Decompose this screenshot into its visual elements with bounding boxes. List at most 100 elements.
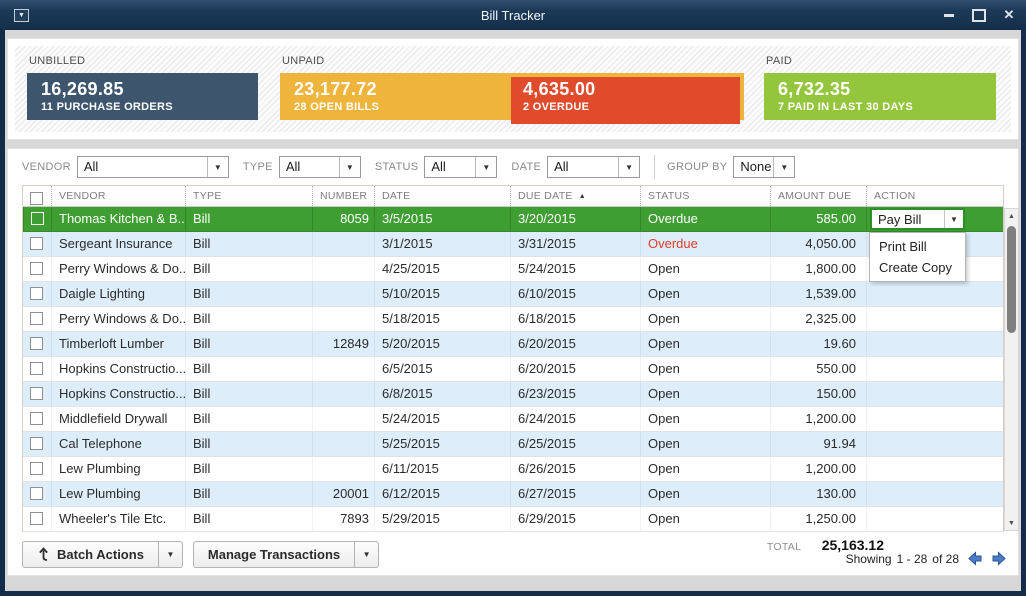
cell-amount-due: 4,050.00: [770, 232, 866, 256]
row-checkbox-cell[interactable]: [23, 232, 51, 256]
select-all-checkbox[interactable]: [30, 192, 43, 205]
row-checkbox[interactable]: [30, 412, 43, 425]
row-checkbox[interactable]: [30, 437, 43, 450]
status-filter-dropdown[interactable]: All ▼: [424, 156, 498, 178]
row-checkbox[interactable]: [30, 287, 43, 300]
row-checkbox[interactable]: [31, 212, 44, 225]
cell-action: [866, 432, 967, 456]
maximize-button[interactable]: [972, 8, 986, 22]
cell-number: 7893: [312, 507, 374, 531]
table-row[interactable]: Hopkins Constructio... Bill 6/5/2015 6/20/2…: [23, 357, 1003, 382]
cell-amount-due: 1,800.00: [770, 257, 866, 281]
titlebar[interactable]: ▼ Bill Tracker ✕: [0, 0, 1026, 30]
cell-due-date: 6/27/2015: [510, 482, 640, 506]
row-checkbox[interactable]: [30, 387, 43, 400]
cell-type: Bill: [185, 307, 312, 331]
row-checkbox-cell[interactable]: [23, 332, 51, 356]
pay-bill-dropdown[interactable]: Pay Bill ▼: [870, 208, 965, 230]
cell-due-date: 3/31/2015: [510, 232, 640, 256]
cell-due-date: 6/26/2015: [510, 457, 640, 481]
select-all-cell[interactable]: [23, 186, 51, 206]
next-page-icon[interactable]: [991, 551, 1007, 566]
row-checkbox[interactable]: [30, 237, 43, 250]
cell-status: Open: [640, 407, 770, 431]
manage-transactions-dropdown-icon[interactable]: ▼: [355, 541, 380, 568]
row-checkbox-cell[interactable]: [23, 207, 51, 231]
vendor-filter-dropdown[interactable]: All ▼: [76, 156, 229, 178]
vertical-scrollbar[interactable]: ▲ ▼: [1004, 208, 1019, 531]
row-checkbox[interactable]: [30, 262, 43, 275]
table-row[interactable]: Timberloft Lumber Bill 12849 5/20/2015 6/20/…: [23, 332, 1003, 357]
chevron-down-icon[interactable]: ▼: [206, 157, 228, 177]
row-checkbox-cell[interactable]: [23, 357, 51, 381]
column-header-action[interactable]: ACTION: [866, 186, 967, 206]
unpaid-tile[interactable]: 23,177.72 28 OPEN BILLS 4,635.00 2 OVERD…: [280, 73, 744, 124]
table-row[interactable]: Perry Windows & Do... Bill 5/18/2015 6/18/2…: [23, 307, 1003, 332]
minimize-button[interactable]: [942, 8, 956, 22]
cell-action: [866, 507, 967, 531]
row-checkbox[interactable]: [30, 512, 43, 525]
row-checkbox[interactable]: [30, 312, 43, 325]
main-panel: VENDOR All ▼ TYPE All ▼ STATUS All ▼ DAT…: [7, 148, 1019, 576]
row-checkbox[interactable]: [30, 462, 43, 475]
table-row[interactable]: Hopkins Constructio... Bill 6/8/2015 6/23/2…: [23, 382, 1003, 407]
type-filter-label: TYPE: [242, 161, 273, 173]
chevron-down-icon[interactable]: ▼: [338, 157, 360, 177]
previous-page-icon[interactable]: [967, 551, 983, 566]
table-row[interactable]: Middlefield Drywall Bill 5/24/2015 6/24/201…: [23, 407, 1003, 432]
column-header-due-date[interactable]: DUE DATE ▲: [510, 186, 640, 206]
cell-status: Open: [640, 282, 770, 306]
cell-amount-due: 585.00: [770, 207, 866, 231]
table-row[interactable]: Cal Telephone Bill 5/25/2015 6/25/2015 Open 9…: [23, 432, 1003, 457]
table-row[interactable]: Lew Plumbing Bill 20001 6/12/2015 6/27/2015 O…: [23, 482, 1003, 507]
column-header-vendor[interactable]: VENDOR: [51, 186, 185, 206]
scroll-down-icon[interactable]: ▼: [1008, 519, 1015, 527]
date-filter-dropdown[interactable]: All ▼: [547, 156, 641, 178]
column-header-amount-due[interactable]: AMOUNT DUE: [770, 186, 866, 206]
table-row[interactable]: Daigle Lighting Bill 5/10/2015 6/10/2015 Ope…: [23, 282, 1003, 307]
row-checkbox-cell[interactable]: [23, 257, 51, 281]
paid-tile[interactable]: 6,732.35 7 PAID IN LAST 30 DAYS: [764, 73, 996, 120]
row-checkbox-cell[interactable]: [23, 432, 51, 456]
window-title: Bill Tracker: [480, 7, 546, 23]
row-checkbox-cell[interactable]: [23, 407, 51, 431]
scroll-up-icon[interactable]: ▲: [1008, 212, 1015, 220]
cell-type: Bill: [185, 332, 312, 356]
unbilled-tile[interactable]: 16,269.85 11 PURCHASE ORDERS: [27, 73, 258, 120]
group-by-dropdown[interactable]: None ▼: [733, 156, 796, 178]
cell-status: Open: [640, 457, 770, 481]
cell-number: [312, 232, 374, 256]
row-checkbox-cell[interactable]: [23, 507, 51, 531]
chevron-down-icon[interactable]: ▼: [618, 157, 640, 177]
row-checkbox-cell[interactable]: [23, 382, 51, 406]
chevron-down-icon[interactable]: ▼: [944, 210, 963, 228]
row-checkbox[interactable]: [30, 487, 43, 500]
row-checkbox-cell[interactable]: [23, 282, 51, 306]
chevron-down-icon[interactable]: ▼: [475, 157, 497, 177]
table-row[interactable]: Sergeant Insurance Bill 3/1/2015 3/31/2015 O…: [23, 232, 1003, 257]
row-checkbox-cell[interactable]: [23, 307, 51, 331]
column-header-date[interactable]: DATE: [374, 186, 510, 206]
row-checkbox-cell[interactable]: [23, 482, 51, 506]
type-filter-dropdown[interactable]: All ▼: [278, 156, 361, 178]
table-row[interactable]: Wheeler's Tile Etc. Bill 7893 5/29/2015 6/29…: [23, 507, 1003, 532]
row-checkbox[interactable]: [30, 362, 43, 375]
overdue-tile[interactable]: 4,635.00 2 OVERDUE: [511, 77, 740, 124]
close-button[interactable]: ✕: [1003, 7, 1015, 22]
scrollbar-thumb[interactable]: [1007, 226, 1016, 333]
menu-item-print-bill[interactable]: Print Bill: [879, 239, 927, 254]
row-checkbox[interactable]: [30, 337, 43, 350]
column-header-status[interactable]: STATUS: [640, 186, 770, 206]
table-row[interactable]: Lew Plumbing Bill 6/11/2015 6/26/2015 Open 1,…: [23, 457, 1003, 482]
manage-transactions-button[interactable]: Manage Transactions: [192, 541, 356, 568]
table-row[interactable]: Perry Windows & Do... Bill 4/25/2015 5/24/2…: [23, 257, 1003, 282]
batch-actions-dropdown-icon[interactable]: ▼: [158, 541, 183, 568]
row-checkbox-cell[interactable]: [23, 457, 51, 481]
cell-date: 6/11/2015: [374, 457, 510, 481]
chevron-down-icon[interactable]: ▼: [773, 157, 795, 177]
batch-actions-button[interactable]: Batch Actions: [22, 541, 159, 568]
menu-item-create-copy[interactable]: Create Copy: [879, 260, 952, 275]
column-header-number[interactable]: NUMBER: [312, 186, 374, 206]
table-row[interactable]: Thomas Kitchen & B... Bill 8059 3/5/2015 3/2…: [23, 207, 1003, 232]
column-header-type[interactable]: TYPE: [185, 186, 312, 206]
